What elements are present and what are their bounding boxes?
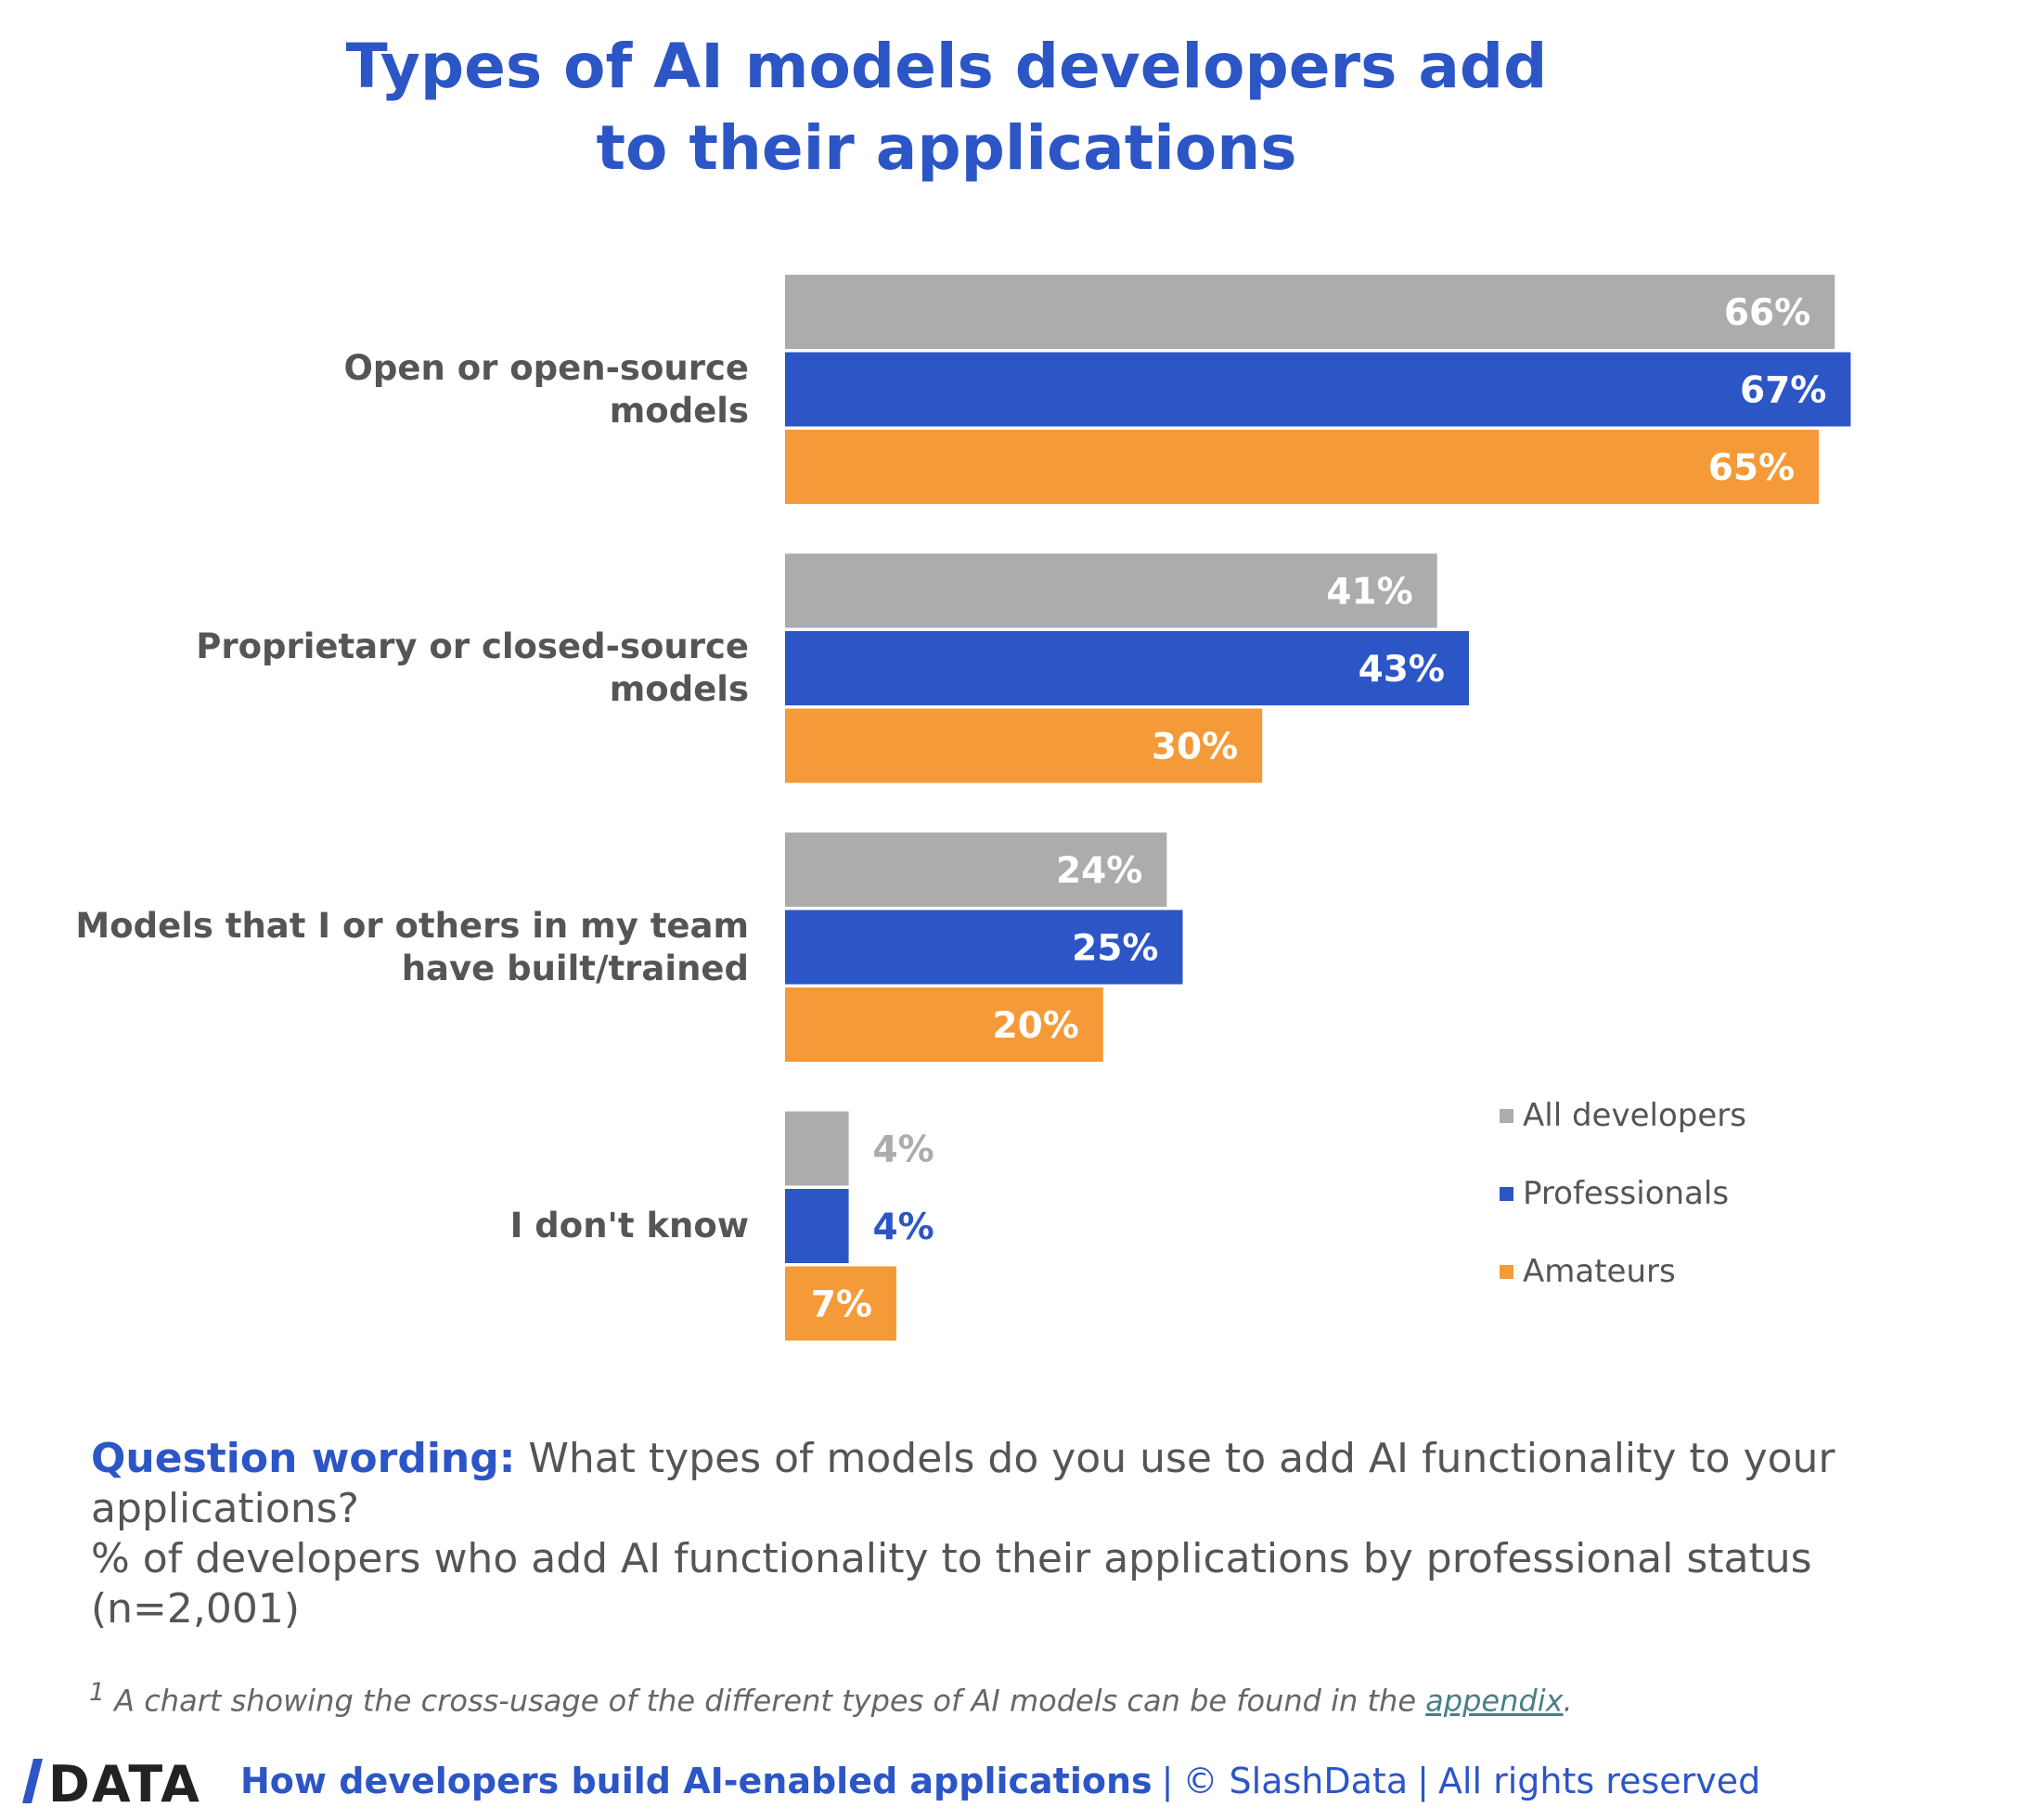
bar bbox=[785, 833, 1167, 907]
legend-label: Amateurs bbox=[1523, 1253, 1676, 1290]
data-label: 7% bbox=[811, 1284, 872, 1326]
chart-title: Types of AI models developers add to the… bbox=[0, 26, 1893, 189]
bar bbox=[785, 987, 1103, 1062]
data-label: 4% bbox=[873, 1129, 934, 1171]
legend-swatch bbox=[1500, 1264, 1513, 1279]
legend-label: All developers bbox=[1523, 1097, 1746, 1134]
bar bbox=[785, 1266, 896, 1341]
title-line: Types of AI models developers add bbox=[345, 31, 1548, 102]
legend-swatch bbox=[1500, 1186, 1513, 1201]
footnote-text: A chart showing the cross-usage of the d… bbox=[104, 1683, 1426, 1719]
question-subtext: % of developers who add AI functionality… bbox=[91, 1535, 1812, 1633]
separator: | bbox=[1161, 1761, 1174, 1801]
category-label-line: models bbox=[609, 669, 749, 709]
bar bbox=[785, 631, 1470, 705]
data-label: 43% bbox=[1359, 649, 1445, 691]
title-line: to their applications bbox=[596, 112, 1297, 184]
category-label: Open or open-source models bbox=[6, 347, 749, 432]
bar bbox=[785, 275, 1835, 349]
question-wording: Question wording: What types of models d… bbox=[91, 1434, 1854, 1634]
data-label: 24% bbox=[1056, 850, 1142, 892]
data-label: 4% bbox=[873, 1207, 934, 1248]
bar-chart: 66%67%65%41%43%30%24%25%20%4%4%7% bbox=[785, 275, 1851, 1341]
question-label: Question wording: bbox=[91, 1435, 516, 1482]
category-label-line: Proprietary or closed-source bbox=[196, 626, 749, 666]
footer: DATA How developers build AI-enabled app… bbox=[20, 1757, 1760, 1805]
legend: All developers Professionals Amateurs bbox=[1500, 1077, 1746, 1310]
question-text: What types of models do you use to add A… bbox=[91, 1435, 1835, 1532]
svg-text:DATA: DATA bbox=[48, 1757, 201, 1805]
bar bbox=[785, 553, 1437, 628]
footnote-marker: 1 bbox=[89, 1678, 105, 1707]
legend-item-all: All developers bbox=[1500, 1077, 1746, 1155]
rights: All rights reserved bbox=[1437, 1761, 1761, 1801]
copyright: © SlashData bbox=[1182, 1761, 1409, 1801]
separator: | bbox=[1417, 1761, 1429, 1801]
data-label: 66% bbox=[1724, 292, 1810, 334]
legend-swatch bbox=[1500, 1108, 1513, 1123]
bar bbox=[785, 708, 1263, 783]
bar bbox=[785, 430, 1820, 504]
category-label: I don't know bbox=[6, 1205, 749, 1247]
report-title: How developers build AI-enabled applicat… bbox=[240, 1761, 1153, 1801]
legend-item-amateurs: Amateurs bbox=[1500, 1233, 1746, 1310]
bar bbox=[785, 910, 1183, 985]
category-label-line: models bbox=[609, 390, 749, 431]
category-label-line: Models that I or others in my team bbox=[75, 905, 749, 946]
category-label-line: I don't know bbox=[509, 1206, 749, 1246]
data-label: 41% bbox=[1326, 572, 1412, 613]
footnote-end: . bbox=[1563, 1683, 1573, 1719]
bar bbox=[785, 1189, 849, 1263]
category-label: Models that I or others in my team have b… bbox=[6, 905, 749, 990]
appendix-link[interactable]: appendix bbox=[1425, 1683, 1564, 1719]
data-label: 65% bbox=[1708, 447, 1795, 489]
data-label: 25% bbox=[1072, 928, 1158, 970]
legend-label: Professionals bbox=[1523, 1175, 1730, 1212]
bar bbox=[785, 1111, 849, 1186]
category-label-line: have built/trained bbox=[401, 948, 749, 988]
category-label-line: Open or open-source bbox=[343, 347, 749, 388]
data-label: 30% bbox=[1152, 727, 1238, 768]
footnote: 1 A chart showing the cross-usage of the… bbox=[89, 1678, 1573, 1719]
data-label: 20% bbox=[992, 1005, 1078, 1047]
category-label: Proprietary or closed-source models bbox=[6, 626, 749, 711]
data-label: 67% bbox=[1740, 370, 1826, 412]
legend-item-professionals: Professionals bbox=[1500, 1155, 1746, 1233]
bar bbox=[785, 352, 1851, 427]
slashdata-logo: DATA bbox=[22, 1757, 201, 1805]
